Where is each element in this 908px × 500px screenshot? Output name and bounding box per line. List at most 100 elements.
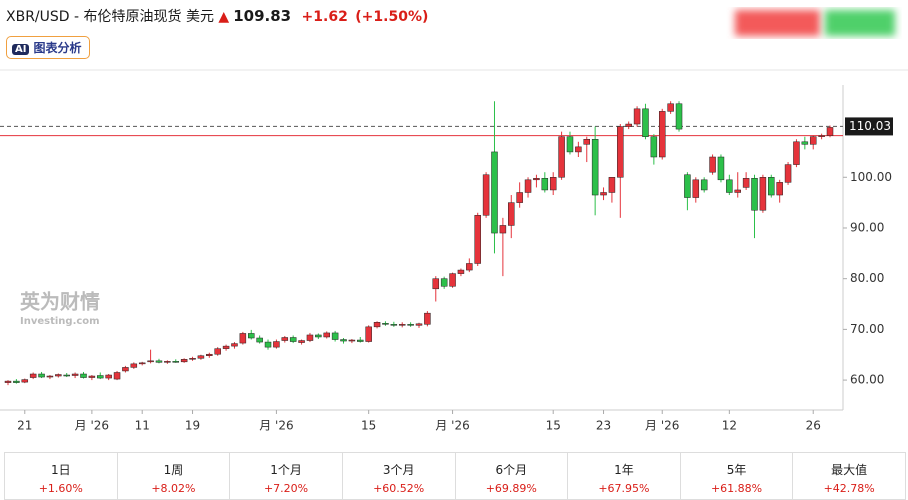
- performance-cell[interactable]: 最大值 +42.78%: [793, 453, 905, 499]
- up-arrow: ▲: [218, 9, 230, 25]
- candle-body: [642, 108, 649, 137]
- candle-body: [625, 123, 632, 127]
- performance-table: 1日 +1.60% 1周 +8.02% 1个月 +7.20% 3个月 +60.52% 6个月 +6…: [4, 452, 906, 500]
- candle-body: [457, 269, 465, 274]
- candle-body: [499, 225, 507, 234]
- candle-body: [516, 192, 523, 203]
- performance-cell[interactable]: 1日 +1.60%: [5, 453, 118, 499]
- candle-body: [415, 323, 423, 326]
- candle-body: [742, 178, 750, 188]
- candle-body: [549, 177, 557, 191]
- candle-body: [315, 334, 322, 338]
- price: 109.83: [233, 7, 292, 25]
- candle-body: [222, 345, 230, 349]
- candle-body: [466, 263, 473, 271]
- performance-change: +42.78%: [823, 482, 875, 495]
- candle-body: [189, 358, 196, 360]
- candle-body: [717, 156, 725, 181]
- candle-body: [508, 202, 515, 226]
- candle-body: [709, 156, 716, 173]
- candle-body: [759, 177, 767, 211]
- candle-body: [63, 374, 70, 377]
- candle-body: [306, 334, 314, 341]
- x-tick-label: 月 '26: [435, 419, 469, 433]
- candle-body: [331, 332, 339, 340]
- candle-body: [566, 136, 574, 153]
- candle-body: [88, 375, 96, 378]
- candle-body: [298, 340, 305, 343]
- performance-cell[interactable]: 1年 +67.95%: [568, 453, 681, 499]
- candle-body: [700, 179, 708, 191]
- candle-body: [348, 339, 356, 342]
- candle-body: [113, 372, 121, 380]
- blurred-badge: [825, 10, 895, 36]
- candle-body: [180, 359, 188, 363]
- x-tick-label: 15: [546, 419, 561, 433]
- candle-body: [164, 361, 171, 363]
- candle-body: [558, 136, 565, 178]
- candle-body: [801, 141, 809, 145]
- candle-body: [449, 273, 456, 287]
- candle-body: [734, 189, 741, 193]
- candle-body: [675, 103, 683, 130]
- candle-body: [575, 146, 582, 153]
- performance-change: +7.20%: [263, 482, 309, 495]
- candle-body: [197, 355, 205, 359]
- performance-period: 3个月: [382, 463, 415, 477]
- candle-body: [264, 341, 272, 348]
- y-tick-label: 60.00: [850, 373, 884, 387]
- ai-button[interactable]: AI 图表分析: [6, 36, 91, 59]
- candle-body: [256, 337, 263, 343]
- candle-body: [147, 360, 154, 363]
- performance-change: +60.52%: [373, 482, 425, 495]
- watermark-brand: 英为财情: [20, 290, 100, 314]
- performance-period: 1周: [163, 463, 184, 477]
- performance-change: +69.89%: [485, 482, 537, 495]
- candle-body: [4, 380, 12, 383]
- performance-cell[interactable]: 6个月 +69.89%: [456, 453, 569, 499]
- candle-body: [591, 139, 599, 196]
- chart: 英为财情 Investing.com 60.00 70.00 80.00 90.00 1…: [0, 10, 908, 433]
- performance-cell[interactable]: 5年 +61.88%: [681, 453, 794, 499]
- title: XBR/USD - 布伦特原油现货 美元: [6, 9, 214, 25]
- x-tick-label: 月 '26: [645, 419, 679, 433]
- candle-body: [281, 337, 289, 341]
- candle-body: [357, 339, 364, 342]
- ai-label: 图表分析: [33, 41, 82, 55]
- candle-body: [29, 373, 37, 378]
- ai-badge: AI: [12, 44, 30, 55]
- performance-period: 1年: [614, 463, 634, 477]
- y-tick-label: 80.00: [850, 271, 884, 285]
- candle-body: [809, 136, 817, 145]
- performance-change: +67.95%: [598, 482, 650, 495]
- x-tick-label: 21: [17, 419, 32, 433]
- performance-change: +8.02%: [151, 482, 196, 495]
- change-pct: (+1.50%): [355, 9, 429, 25]
- performance-period: 5年: [726, 463, 747, 477]
- candle-body: [382, 323, 389, 325]
- performance-cell[interactable]: 3个月 +60.52%: [343, 453, 456, 499]
- candle-body: [424, 312, 431, 325]
- blurred-badge: [735, 10, 820, 36]
- candle-body: [474, 215, 481, 264]
- candle-body: [273, 341, 280, 348]
- candle-body: [751, 178, 758, 211]
- candle-body: [373, 322, 381, 328]
- candle-body: [38, 373, 45, 378]
- candle-body: [247, 333, 255, 339]
- candle-body: [122, 367, 129, 372]
- candle-body: [55, 374, 62, 377]
- performance-cell[interactable]: 1个月 +7.20%: [230, 453, 343, 499]
- candle-body: [826, 127, 834, 136]
- x-tick-label: 月 '26: [259, 419, 293, 433]
- candle-body: [784, 164, 792, 183]
- candle-body: [440, 278, 448, 287]
- candle-body: [684, 174, 691, 198]
- candle-body: [617, 126, 624, 178]
- candle-body: [289, 337, 297, 342]
- performance-cell[interactable]: 1周 +8.02%: [118, 453, 231, 499]
- candle-body: [323, 332, 330, 338]
- candle-body: [390, 324, 398, 326]
- candle-body: [206, 353, 213, 356]
